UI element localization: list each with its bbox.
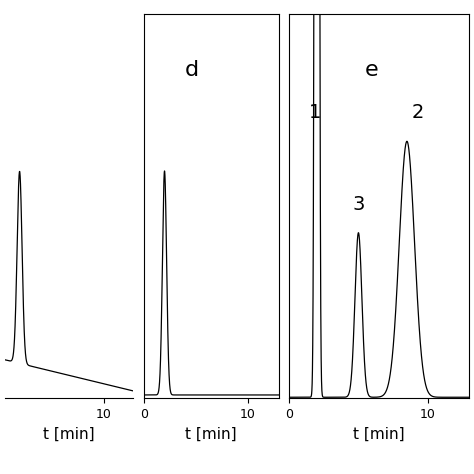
Text: e: e (365, 60, 378, 80)
Text: d: d (184, 60, 199, 80)
Text: 1: 1 (309, 103, 322, 122)
X-axis label: t [min]: t [min] (354, 427, 405, 441)
Text: 3: 3 (352, 195, 365, 214)
X-axis label: t [min]: t [min] (43, 427, 95, 441)
X-axis label: t [min]: t [min] (185, 427, 237, 441)
Text: 2: 2 (412, 103, 424, 122)
